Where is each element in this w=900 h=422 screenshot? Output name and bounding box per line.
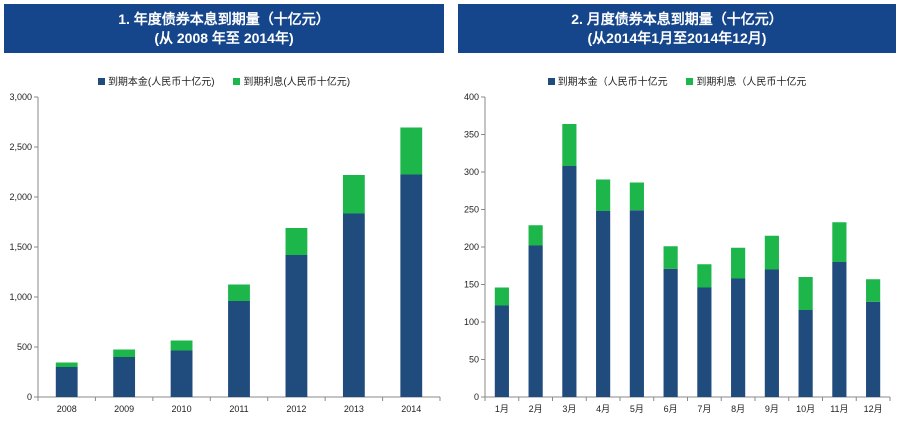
bar-principal (764, 269, 779, 397)
legend-item-interest: 到期利息(人民币十亿元) (233, 73, 350, 88)
monthly-chart-area: 到期本金（人民币十亿元 到期利息（人民币十亿元 0 50 100 150 200 250 3… (458, 60, 896, 418)
bar-interest (596, 179, 611, 211)
annual-title-line1: 1. 年度债券本息到期量（十亿元） (118, 11, 330, 27)
bar-principal (798, 310, 813, 397)
bar-interest (55, 362, 78, 367)
bar-interest (832, 222, 847, 262)
x-tick-label: 2010 (172, 404, 192, 414)
bar-interest (528, 225, 543, 246)
legend-label-interest: 到期利息(人民币十亿元) (243, 77, 351, 88)
y-tick-label: 0 (474, 392, 479, 402)
y-tick-label: 1,500 (9, 242, 32, 252)
annual-bar-chart: 0 500 1,000 1,500 2,000 2,500 3,000 2008 2009 201… (9, 92, 441, 414)
bar-interest (663, 246, 678, 269)
annual-chart-area: 到期本金(人民币十亿元) 到期利息(人民币十亿元) 0 500 1,000 1,500… (4, 60, 444, 418)
x-tick-label: 8月 (731, 404, 745, 414)
bar-principal (400, 174, 423, 397)
bar-principal (494, 305, 509, 397)
legend-item-principal: 到期本金（人民币十亿元 (547, 73, 668, 88)
bar-principal (866, 301, 881, 397)
bar-interest (400, 127, 423, 175)
x-tick-label: 9月 (765, 404, 779, 414)
x-tick-label: 2009 (114, 404, 134, 414)
bar-principal (170, 350, 193, 397)
monthly-legend: 到期本金（人民币十亿元 到期利息（人民币十亿元 (458, 73, 896, 88)
monthly-title-line2: (从2014年1月至2014年12月) (587, 30, 767, 46)
bar-principal (832, 262, 847, 397)
x-tick-label: 6月 (664, 404, 678, 414)
y-tick-label: 2,000 (9, 192, 32, 202)
x-tick-label: 1月 (495, 404, 509, 414)
y-tick-label: 250 (464, 205, 479, 215)
legend-label-interest: 到期利息（人民币十亿元 (696, 77, 807, 88)
bar-principal (113, 357, 136, 397)
y-tick-label: 2,500 (9, 142, 32, 152)
bar-interest (629, 182, 644, 211)
monthly-title-line1: 2. 月度债券本息到期量（十亿元） (571, 11, 783, 27)
x-tick-label: 12月 (864, 404, 883, 414)
legend-item-principal: 到期本金(人民币十亿元) (97, 73, 215, 88)
bar-principal (55, 367, 78, 397)
interest-swatch (686, 78, 694, 85)
bar-principal (629, 210, 644, 397)
annual-chart-title: 1. 年度债券本息到期量（十亿元） (从 2008 年至 2014年) (4, 4, 444, 53)
x-tick-label: 2012 (286, 404, 306, 414)
bar-principal (285, 255, 308, 397)
x-tick-label: 2008 (57, 404, 77, 414)
legend-label-principal: 到期本金(人民币十亿元) (107, 77, 215, 88)
y-tick-label: 400 (464, 92, 479, 102)
x-tick-label: 2011 (229, 404, 248, 414)
bar-interest (228, 284, 250, 301)
bar-principal (528, 245, 543, 397)
x-tick-label: 5月 (630, 404, 644, 414)
y-tick-label: 50 (469, 355, 479, 365)
bar-principal (663, 268, 678, 397)
x-tick-label: 10月 (796, 404, 815, 414)
y-tick-label: 100 (464, 317, 479, 327)
x-tick-label: 2014 (401, 404, 421, 414)
bar-principal (228, 301, 250, 397)
y-tick-label: 350 (464, 130, 479, 140)
x-tick-label: 4月 (596, 404, 610, 414)
annual-chart-panel: 1. 年度债券本息到期量（十亿元） (从 2008 年至 2014年) 到期本金… (4, 4, 444, 418)
bar-interest (562, 124, 577, 166)
bar-interest (113, 349, 136, 357)
bar-interest (285, 228, 308, 255)
bar-interest (798, 277, 813, 310)
bar-interest (764, 235, 779, 270)
y-tick-label: 1,000 (9, 292, 32, 302)
legend-label-principal: 到期本金（人民币十亿元 (557, 77, 668, 88)
bar-interest (170, 340, 193, 351)
monthly-chart-panel: 2. 月度债券本息到期量（十亿元） (从2014年1月至2014年12月) 到期… (458, 4, 896, 418)
bar-principal (697, 287, 712, 397)
bar-principal (731, 278, 746, 397)
y-tick-label: 150 (464, 280, 479, 290)
bar-principal (562, 166, 577, 397)
bar-interest (342, 175, 365, 214)
y-tick-label: 500 (17, 342, 32, 352)
x-tick-label: 3月 (562, 404, 576, 414)
y-tick-label: 3,000 (9, 92, 32, 102)
y-tick-label: 200 (464, 242, 479, 252)
x-tick-label: 2月 (529, 404, 543, 414)
monthly-bar-chart: 0 50 100 150 200 250 300 350 400 1月 2月 3月 4月 5月 6月 7月 8月… (464, 92, 891, 414)
principal-swatch (547, 78, 555, 85)
x-tick-label: 7月 (697, 404, 711, 414)
annual-title-line2: (从 2008 年至 2014年) (154, 30, 294, 46)
x-tick-label: 2013 (344, 404, 364, 414)
bar-interest (697, 264, 712, 288)
bar-interest (494, 287, 509, 306)
legend-item-interest: 到期利息（人民币十亿元 (686, 73, 806, 88)
annual-legend: 到期本金(人民币十亿元) 到期利息(人民币十亿元) (4, 73, 444, 88)
bar-interest (731, 247, 746, 279)
interest-swatch (233, 78, 241, 85)
monthly-chart-title: 2. 月度债券本息到期量（十亿元） (从2014年1月至2014年12月) (458, 4, 896, 53)
x-tick-label: 11月 (830, 404, 848, 414)
bar-principal (342, 213, 365, 397)
bar-principal (596, 211, 611, 397)
bar-interest (866, 279, 881, 302)
y-tick-label: 300 (464, 167, 479, 177)
y-tick-label: 0 (27, 392, 32, 402)
principal-swatch (97, 78, 105, 85)
